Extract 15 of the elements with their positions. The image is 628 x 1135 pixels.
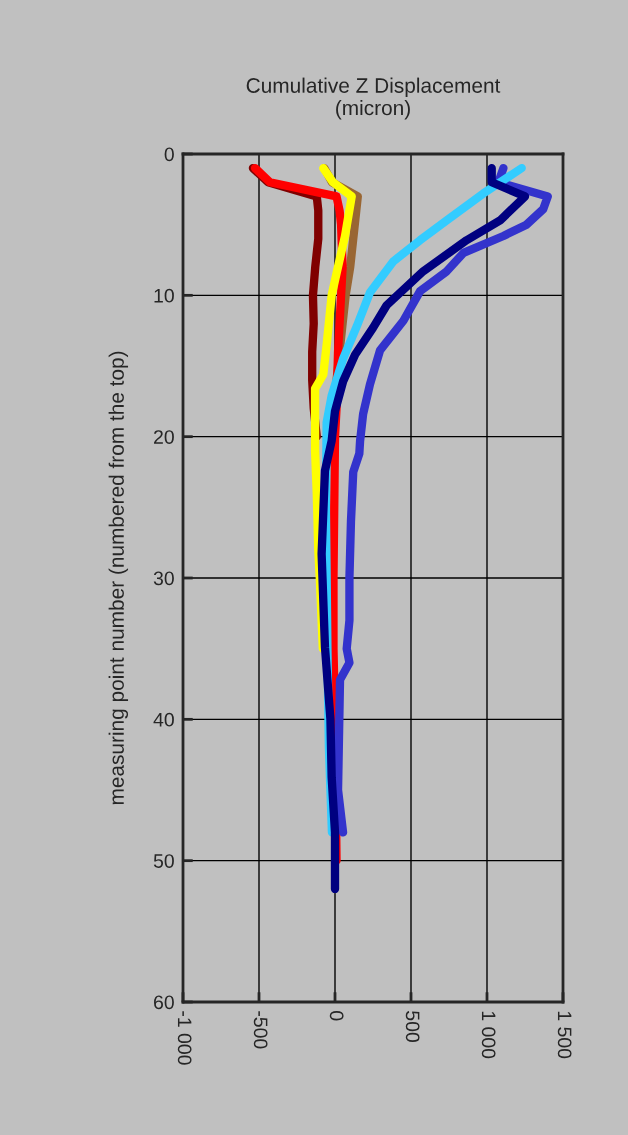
x-tick-label: 1 500	[557, 1011, 572, 1059]
x-tick-label: -500	[253, 1011, 268, 1049]
x-tick-label: 0	[329, 1011, 344, 1021]
y-tick-label: 20	[154, 430, 174, 444]
y-tick-label: 40	[153, 712, 174, 727]
y-tick-label: 0	[164, 147, 174, 162]
y-tick-label: 60	[154, 995, 174, 1010]
x-tick-label: 500	[405, 1011, 420, 1043]
x-tick-label: 1 000	[481, 1011, 496, 1059]
y-tick-label: 50	[153, 854, 174, 868]
y-tick-label: 10	[154, 288, 174, 303]
y-tick-label: 30	[153, 571, 174, 586]
x-tick-label: -1 000	[177, 1011, 192, 1065]
y-axis-title: measuring point number (numbered from the top)	[108, 351, 129, 805]
chart-title: Cumulative Z Displacement (micron)	[246, 77, 501, 120]
